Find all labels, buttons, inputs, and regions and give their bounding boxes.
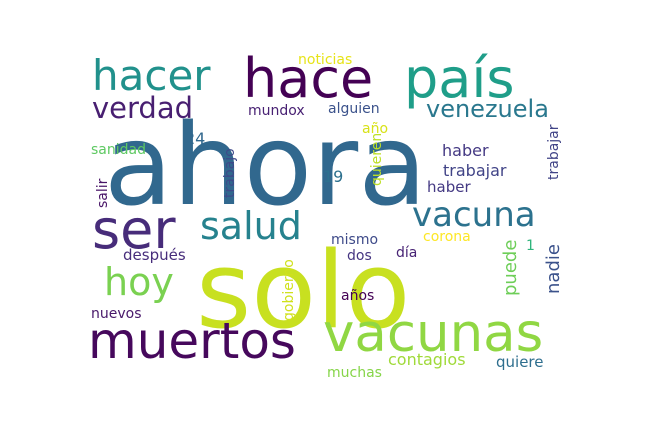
word-dia: día bbox=[396, 245, 418, 261]
word-venezuela: venezuela bbox=[426, 95, 549, 123]
word-ano: año bbox=[362, 121, 389, 137]
word-muchas: muchas bbox=[327, 365, 382, 381]
word-ser: ser bbox=[92, 198, 176, 261]
word-tan: trabajar bbox=[443, 161, 507, 180]
word-contagios: contagios bbox=[388, 350, 466, 369]
word-despues: después bbox=[123, 246, 186, 264]
word-quiere: quiere bbox=[496, 353, 544, 371]
word-solo: solo bbox=[196, 229, 411, 352]
word-nuevos: nuevos bbox=[91, 306, 142, 322]
word-alguien: alguien bbox=[328, 101, 380, 117]
word-verdad: verdad bbox=[92, 91, 194, 125]
word-trabajar: trabajar bbox=[546, 124, 562, 180]
word-salir: salir bbox=[95, 178, 111, 208]
word-mismo: mismo bbox=[331, 232, 379, 248]
word-vacunas: vacunas bbox=[323, 303, 544, 364]
word-nadie: nadie bbox=[543, 244, 564, 294]
word-ahora: ahora bbox=[104, 101, 427, 231]
word-corona: corona bbox=[423, 229, 471, 245]
word-hace: hace bbox=[243, 47, 374, 110]
word-puede: puede bbox=[500, 239, 521, 296]
word-trabajo: trabajo bbox=[222, 148, 238, 198]
word-parte: haber bbox=[427, 178, 471, 196]
word-vacuna: vacuna bbox=[412, 195, 536, 235]
word-muertos: muertos bbox=[88, 312, 296, 370]
word-hacer: hacer bbox=[92, 51, 211, 100]
word-pais: país bbox=[404, 47, 515, 110]
word-19: 19 bbox=[323, 167, 344, 186]
word-24: 24 bbox=[185, 129, 206, 148]
word-noticias: noticias bbox=[298, 52, 353, 68]
word-salud: salud bbox=[200, 204, 302, 248]
word-dos: dos bbox=[347, 248, 372, 264]
word-haber: haber bbox=[442, 141, 489, 160]
word-mundox: mundox bbox=[248, 103, 305, 119]
word-hoy: hoy bbox=[104, 260, 174, 304]
word-sanidad: sanidad bbox=[91, 142, 146, 158]
word-gobierno: gobierno bbox=[281, 259, 297, 321]
word-1: 1 bbox=[526, 238, 535, 254]
word-quieren: quieren bbox=[369, 132, 385, 186]
word-anos: años bbox=[341, 288, 375, 304]
